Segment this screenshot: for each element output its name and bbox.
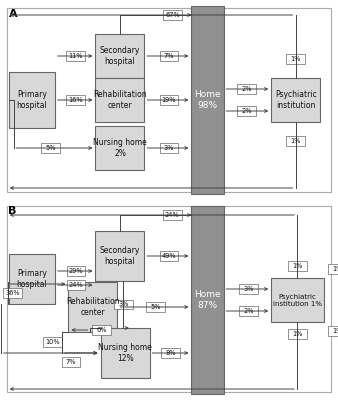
FancyBboxPatch shape bbox=[271, 78, 320, 122]
FancyBboxPatch shape bbox=[68, 282, 118, 332]
FancyBboxPatch shape bbox=[191, 206, 224, 394]
FancyBboxPatch shape bbox=[95, 78, 145, 122]
Text: 1%: 1% bbox=[291, 56, 301, 62]
FancyBboxPatch shape bbox=[288, 329, 307, 339]
FancyBboxPatch shape bbox=[160, 95, 178, 105]
FancyBboxPatch shape bbox=[114, 300, 132, 309]
FancyBboxPatch shape bbox=[160, 143, 178, 153]
FancyBboxPatch shape bbox=[163, 10, 182, 20]
Text: Nursing home
12%: Nursing home 12% bbox=[98, 343, 152, 363]
Text: 1%: 1% bbox=[292, 331, 303, 337]
Text: Home
87%: Home 87% bbox=[194, 290, 221, 310]
FancyBboxPatch shape bbox=[67, 266, 85, 276]
Text: Psychiatric
institution: Psychiatric institution bbox=[275, 90, 317, 110]
FancyBboxPatch shape bbox=[191, 6, 224, 194]
FancyBboxPatch shape bbox=[160, 51, 178, 61]
Text: 5%: 5% bbox=[45, 145, 56, 151]
FancyBboxPatch shape bbox=[66, 51, 84, 61]
Text: 16%: 16% bbox=[68, 97, 83, 103]
FancyBboxPatch shape bbox=[328, 264, 338, 274]
Text: 3%: 3% bbox=[118, 302, 128, 308]
FancyBboxPatch shape bbox=[43, 337, 62, 347]
FancyBboxPatch shape bbox=[95, 231, 145, 281]
Text: 2%: 2% bbox=[241, 108, 252, 114]
Text: 10%: 10% bbox=[45, 339, 60, 345]
Text: 2%: 2% bbox=[241, 86, 252, 92]
Text: Rehabilitation
center: Rehabilitation center bbox=[66, 297, 120, 317]
FancyBboxPatch shape bbox=[271, 278, 323, 322]
Text: 49%: 49% bbox=[162, 253, 176, 259]
FancyBboxPatch shape bbox=[288, 261, 307, 271]
Text: Primary
hospital: Primary hospital bbox=[17, 269, 47, 289]
Text: 8%: 8% bbox=[165, 350, 176, 356]
FancyBboxPatch shape bbox=[286, 54, 305, 64]
FancyBboxPatch shape bbox=[62, 357, 80, 367]
Text: 19%: 19% bbox=[162, 97, 176, 103]
Text: 1%: 1% bbox=[332, 266, 338, 272]
Text: 6%: 6% bbox=[96, 327, 107, 333]
Text: Secondary
hospital: Secondary hospital bbox=[100, 246, 140, 266]
FancyBboxPatch shape bbox=[237, 106, 256, 116]
Text: 36%: 36% bbox=[5, 290, 20, 296]
FancyBboxPatch shape bbox=[95, 34, 145, 78]
Text: 7%: 7% bbox=[66, 359, 76, 365]
Text: 24%: 24% bbox=[69, 282, 83, 288]
FancyBboxPatch shape bbox=[239, 306, 258, 316]
FancyBboxPatch shape bbox=[95, 126, 145, 170]
FancyBboxPatch shape bbox=[66, 95, 84, 105]
FancyBboxPatch shape bbox=[146, 302, 165, 312]
FancyBboxPatch shape bbox=[161, 348, 180, 358]
FancyBboxPatch shape bbox=[41, 143, 60, 153]
Text: 1%: 1% bbox=[292, 263, 303, 269]
FancyBboxPatch shape bbox=[67, 280, 85, 290]
Text: Psychiatric
institution 1%: Psychiatric institution 1% bbox=[273, 294, 322, 306]
Text: B: B bbox=[8, 206, 17, 216]
FancyBboxPatch shape bbox=[328, 326, 338, 336]
FancyBboxPatch shape bbox=[239, 284, 258, 294]
Text: Home
98%: Home 98% bbox=[194, 90, 221, 110]
Text: 7%: 7% bbox=[164, 53, 174, 59]
FancyBboxPatch shape bbox=[101, 328, 149, 378]
Text: 3%: 3% bbox=[164, 145, 174, 151]
Text: 3%: 3% bbox=[243, 286, 254, 292]
Text: Secondary
hospital: Secondary hospital bbox=[100, 46, 140, 66]
Text: Nursing home
2%: Nursing home 2% bbox=[93, 138, 147, 158]
Text: 2%: 2% bbox=[243, 308, 254, 314]
FancyBboxPatch shape bbox=[237, 84, 256, 94]
FancyBboxPatch shape bbox=[92, 325, 111, 335]
FancyBboxPatch shape bbox=[3, 288, 22, 298]
FancyBboxPatch shape bbox=[9, 72, 55, 128]
FancyBboxPatch shape bbox=[163, 210, 182, 220]
Text: 1%: 1% bbox=[291, 138, 301, 144]
Text: 11%: 11% bbox=[68, 53, 82, 59]
FancyBboxPatch shape bbox=[9, 254, 55, 304]
Text: 1%: 1% bbox=[332, 328, 338, 334]
Text: Rehabilitation
center: Rehabilitation center bbox=[93, 90, 147, 110]
Text: 24%: 24% bbox=[165, 212, 180, 218]
Text: 5%: 5% bbox=[150, 304, 161, 310]
FancyBboxPatch shape bbox=[286, 136, 305, 146]
FancyBboxPatch shape bbox=[160, 251, 178, 261]
Text: A: A bbox=[8, 9, 17, 19]
Text: Primary
hospital: Primary hospital bbox=[17, 90, 47, 110]
Text: 29%: 29% bbox=[69, 268, 83, 274]
Text: 67%: 67% bbox=[165, 12, 180, 18]
